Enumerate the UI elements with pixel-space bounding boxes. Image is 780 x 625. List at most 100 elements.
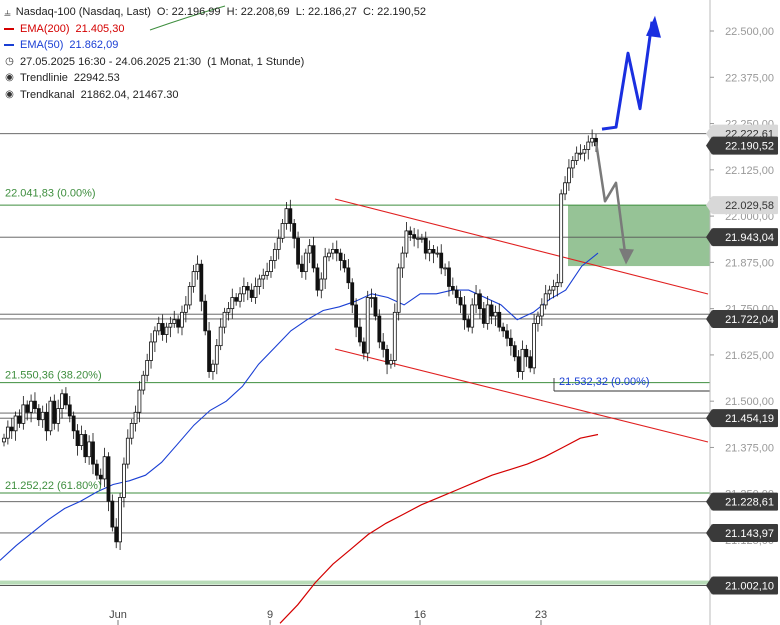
candle-body (485, 304, 490, 324)
candle-body (377, 315, 382, 343)
ema200-value: 21.405,30 (75, 22, 125, 35)
candle-body (443, 267, 447, 270)
time-axis[interactable]: Jun 9 16 23 (109, 609, 547, 625)
candles-layer (2, 129, 598, 550)
ema50-value: 21.862,09 (69, 39, 119, 51)
candle-body (265, 271, 270, 276)
legend-header: ⫨ Nasdaq-100 (Nasdaq, Last) O: 22.196,99… (4, 4, 426, 21)
candle-body (48, 400, 53, 432)
legend-channel[interactable]: ◉ Trendkanal 21862.04, 21467.30 (4, 87, 426, 104)
candle-body (60, 393, 64, 409)
price-badge-pointer (706, 409, 712, 428)
legend-ema200[interactable]: EMA(200) 21.405,30 (4, 21, 426, 38)
candle-body (40, 411, 45, 421)
trendline-upper (334, 198, 709, 295)
candle-body (389, 360, 393, 365)
x-tick-label: 16 (414, 609, 426, 621)
candle-body (547, 289, 552, 295)
price-axis[interactable]: 22.500,0022.375,0022.250,0022.125,0022.0… (706, 0, 778, 625)
candle-body (106, 456, 111, 502)
candle-body (447, 267, 451, 287)
candle-body (245, 286, 250, 291)
candle-body (478, 293, 482, 310)
candle-body (369, 297, 374, 299)
candle-body (280, 223, 285, 239)
price-badge-label: 22.190,52 (725, 141, 774, 153)
candle-body (125, 437, 130, 465)
candle-body (408, 230, 413, 235)
candle-body (327, 252, 331, 258)
trendline-lower (334, 348, 709, 443)
candle-body (172, 319, 177, 324)
candle-body (342, 260, 347, 269)
candle-body (160, 323, 165, 335)
candle-body (365, 297, 370, 354)
candle-body (516, 356, 521, 372)
candle-body (346, 267, 351, 284)
candle-body (94, 463, 99, 476)
candle-body (2, 437, 6, 443)
candle-body (354, 304, 359, 328)
candle-body (5, 426, 10, 439)
candle-body (338, 252, 343, 261)
candle-body (311, 245, 316, 269)
candle-body (416, 237, 420, 240)
candle-body (133, 411, 138, 424)
candle-body (13, 415, 18, 432)
bottom-band (0, 580, 710, 585)
candle-body (361, 341, 366, 354)
ema200-label: EMA(200) (20, 22, 70, 35)
candle-body (261, 274, 266, 280)
candle-body (520, 348, 525, 372)
legend-period: ◷ 27.05.2025 16:30 - 24.06.2025 21:30 (1… (4, 54, 426, 71)
price-badge (712, 136, 778, 155)
trendline-value: 22942.53 (73, 72, 120, 84)
candle-body (458, 297, 463, 306)
candle-body (211, 363, 215, 372)
price-badge-label: 21.143,97 (725, 528, 774, 540)
candle-body (300, 263, 304, 273)
candle-body (373, 297, 378, 317)
candle-body (334, 249, 339, 254)
bearish-arrowhead (619, 248, 634, 265)
candle-body (412, 234, 417, 239)
candle-body (419, 237, 424, 240)
chart-legend: ⫨ Nasdaq-100 (Nasdaq, Last) O: 22.196,99… (4, 4, 426, 103)
candle-body (296, 237, 300, 265)
candle-body (505, 330, 509, 339)
candle-body (307, 245, 312, 254)
swing-low-label: 21.532,32 (0.00%) (559, 376, 650, 388)
candle-body (25, 404, 30, 413)
legend-trendline[interactable]: ◉ Trendlinie 22942.53 (4, 70, 426, 87)
candle-body (578, 152, 583, 155)
candle-body (358, 326, 362, 343)
candle-body (543, 293, 548, 306)
y-tick-label: 21.875,00 (725, 257, 774, 269)
price-badge (712, 228, 778, 247)
ohlc-values: O: 22.196,99 H: 22.208,69 L: 22.186,27 C… (156, 6, 427, 18)
candle-body (230, 297, 235, 310)
candle-body (218, 326, 223, 347)
legend-ema50[interactable]: EMA(50) 21.862,09 (4, 37, 426, 54)
candle-body (168, 323, 173, 328)
candle-body (284, 208, 289, 224)
candle-body (269, 260, 273, 273)
bearish-projection (594, 141, 628, 261)
candle-body (203, 300, 208, 332)
candle-body (381, 341, 386, 350)
y-tick-label: 22.500,00 (725, 26, 774, 38)
candle-body (156, 323, 161, 332)
price-badge-pointer (706, 492, 712, 511)
x-tick-label: 23 (535, 609, 547, 621)
fib-arc (149, 5, 226, 31)
candle-body (567, 167, 571, 184)
candle-body (87, 441, 92, 458)
candle-body (315, 267, 320, 291)
y-tick-label: 21.375,00 (725, 442, 774, 454)
channel-value: 21862.04, 21467.30 (80, 88, 179, 101)
candle-body (536, 315, 540, 324)
candle-body (512, 345, 517, 358)
candle-body (474, 293, 478, 306)
candle-body (129, 422, 134, 439)
